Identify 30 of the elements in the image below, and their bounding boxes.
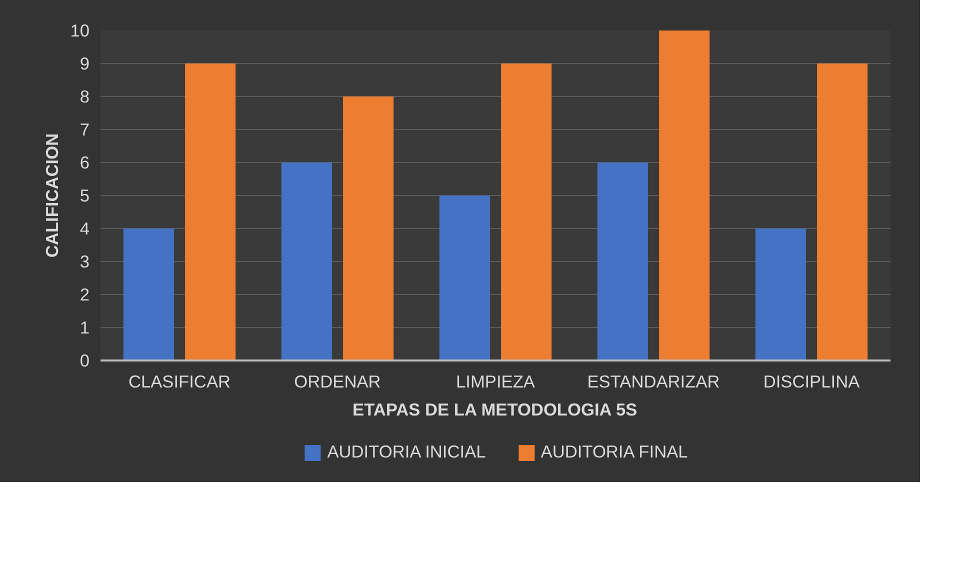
bar: [123, 228, 174, 360]
bar: [659, 30, 710, 360]
bar: [343, 96, 394, 360]
bar: [755, 228, 806, 360]
bar: [597, 162, 648, 360]
x-tick-label: ORDENAR: [294, 372, 381, 392]
bar: [439, 196, 490, 360]
y-tick-label: 0: [80, 350, 90, 370]
y-tick-label: 5: [80, 186, 90, 206]
y-tick-label: 3: [80, 252, 90, 272]
legend-label: AUDITORIA FINAL: [540, 442, 688, 462]
y-tick-label: 2: [80, 284, 90, 304]
bar: [185, 64, 236, 360]
x-tick-label: ESTANDARIZAR: [587, 372, 720, 392]
y-tick-label: 6: [80, 152, 90, 172]
bar: [281, 162, 332, 360]
y-tick-label: 9: [80, 54, 90, 74]
x-tick-label: LIMPIEZA: [456, 372, 536, 392]
y-tick-label: 7: [80, 120, 90, 140]
y-axis-title: CALIFICACION: [42, 133, 62, 258]
bar: [817, 64, 868, 360]
y-tick-label: 1: [80, 318, 90, 338]
y-tick-label: 4: [80, 218, 90, 238]
bar: [501, 64, 552, 360]
y-tick-label: 8: [80, 86, 90, 106]
y-tick-label: 10: [70, 20, 90, 40]
x-tick-label: DISCIPLINA: [763, 372, 860, 392]
x-axis-title: ETAPAS DE LA METODOLOGIA 5S: [352, 400, 638, 420]
x-tick-label: CLASIFICAR: [128, 372, 231, 392]
legend-label: AUDITORIA INICIAL: [327, 442, 486, 462]
